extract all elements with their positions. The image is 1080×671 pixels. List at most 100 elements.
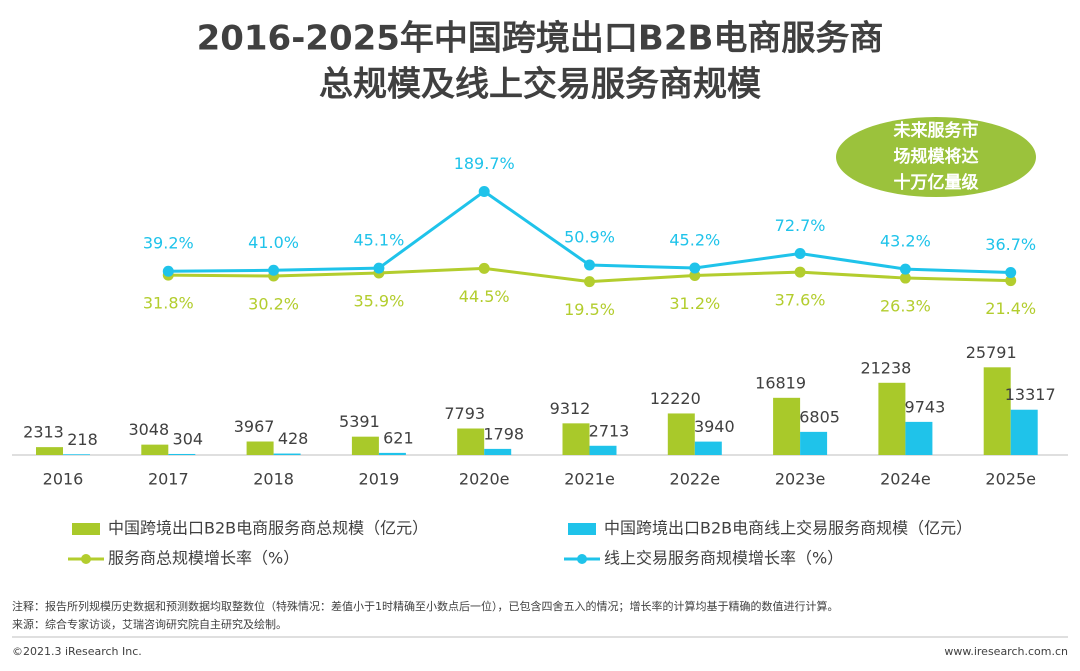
bar	[36, 447, 63, 455]
data-label: 19.5%	[564, 300, 615, 319]
data-label: 45.1%	[353, 231, 404, 250]
footer: www.iresearch.com.cn	[944, 645, 1068, 658]
legend-swatch	[81, 554, 91, 564]
line-point	[794, 266, 806, 278]
bar	[484, 448, 512, 455]
line-point	[794, 247, 806, 259]
bar	[667, 413, 695, 455]
legend-label: 中国跨境出口B2B电商线上交易服务商规模（亿元）	[604, 519, 972, 538]
x-tick-label: 2021e	[564, 470, 615, 489]
bar	[983, 367, 1011, 455]
line-point	[478, 262, 490, 274]
line-point	[1005, 267, 1017, 279]
note: 注释：报告所列规模历史数据和预测数据均取整数位（特殊情况：差值小于1时精确至小数…	[12, 599, 839, 613]
annotation: 场规模将达	[894, 146, 979, 167]
data-label: 12220	[650, 389, 701, 408]
x-tick-label: 2020e	[459, 470, 510, 489]
data-label: 1798	[483, 424, 524, 443]
bar	[905, 421, 933, 455]
x-tick-label: 2018	[253, 470, 294, 489]
annotation: 未来服务市	[893, 120, 979, 141]
footer: ©2021.3 iResearch Inc.	[12, 645, 142, 658]
data-label: 44.5%	[459, 287, 510, 306]
chart-title: 2016-2025年中国跨境出口B2B电商服务商	[197, 19, 884, 59]
data-label: 39.2%	[143, 234, 194, 253]
legend-swatch	[568, 523, 596, 535]
x-tick-label: 2022e	[670, 470, 721, 489]
data-label: 2313	[23, 423, 64, 442]
chart-title: 总规模及线上交易服务商规模	[319, 65, 761, 105]
note: 来源：综合专家访谈，艾瑞咨询研究院自主研究及绘制。	[12, 617, 287, 631]
data-label: 304	[173, 429, 204, 448]
bar	[273, 453, 301, 455]
legend-swatch	[577, 554, 587, 564]
data-label: 621	[383, 428, 414, 447]
bar	[694, 441, 722, 455]
data-label: 2713	[589, 421, 630, 440]
x-tick-label: 2025e	[985, 470, 1036, 489]
bar	[351, 436, 379, 455]
line-point	[899, 263, 911, 275]
bar	[457, 428, 485, 455]
data-label: 36.7%	[985, 235, 1036, 254]
line-point	[478, 185, 490, 197]
data-label: 7793	[444, 404, 485, 423]
bar	[246, 441, 274, 455]
bar	[878, 382, 906, 455]
legend-label: 服务商总规模增长率（%）	[108, 549, 299, 568]
data-label: 16819	[755, 373, 806, 392]
data-label: 428	[278, 429, 309, 448]
x-tick-label: 2024e	[880, 470, 931, 489]
data-label: 6805	[799, 407, 840, 426]
data-label: 189.7%	[454, 154, 515, 173]
line-point	[584, 259, 595, 271]
data-label: 26.3%	[880, 297, 931, 316]
legend-label: 中国跨境出口B2B电商服务商总规模（亿元）	[108, 519, 428, 538]
bar	[63, 454, 90, 455]
data-label: 218	[67, 430, 98, 449]
data-label: 50.9%	[564, 228, 615, 247]
line-point	[899, 272, 911, 284]
x-tick-label: 2019	[359, 470, 400, 489]
bar	[589, 445, 617, 455]
data-label: 3940	[694, 417, 735, 436]
data-label: 9312	[550, 399, 591, 418]
data-label: 31.8%	[143, 294, 194, 313]
data-label: 35.9%	[353, 291, 404, 310]
line-point	[162, 265, 174, 277]
data-label: 3048	[128, 420, 169, 439]
line-point	[268, 264, 280, 276]
bar	[562, 423, 590, 455]
data-label: 3967	[234, 417, 275, 436]
legend-label: 线上交易服务商规模增长率（%）	[604, 549, 843, 568]
bar	[141, 444, 169, 455]
data-label: 13317	[1005, 385, 1056, 404]
data-label: 9743	[905, 397, 946, 416]
data-label: 72.7%	[775, 216, 826, 235]
data-label: 31.2%	[669, 294, 720, 313]
line-point	[373, 262, 385, 274]
x-tick-label: 2023e	[775, 470, 826, 489]
bar	[378, 452, 406, 455]
bar	[168, 453, 196, 455]
data-label: 25791	[966, 343, 1017, 362]
bar	[1010, 409, 1038, 455]
annotation: 十万亿量级	[894, 172, 979, 193]
data-label: 37.6%	[775, 291, 826, 310]
line-point	[689, 262, 701, 274]
data-label: 21.4%	[985, 299, 1036, 318]
line-point	[584, 276, 595, 288]
data-label: 30.2%	[248, 294, 299, 313]
legend-swatch	[72, 523, 100, 535]
data-label: 41.0%	[248, 233, 299, 252]
data-label: 45.2%	[669, 231, 720, 250]
x-tick-label: 2017	[148, 470, 189, 489]
data-label: 43.2%	[880, 232, 931, 251]
x-tick-label: 2016	[43, 470, 84, 489]
bar	[800, 431, 828, 455]
data-label: 5391	[339, 412, 380, 431]
line-point	[1005, 275, 1017, 287]
data-label: 21238	[860, 358, 911, 377]
annotation-bubble	[836, 117, 1036, 197]
